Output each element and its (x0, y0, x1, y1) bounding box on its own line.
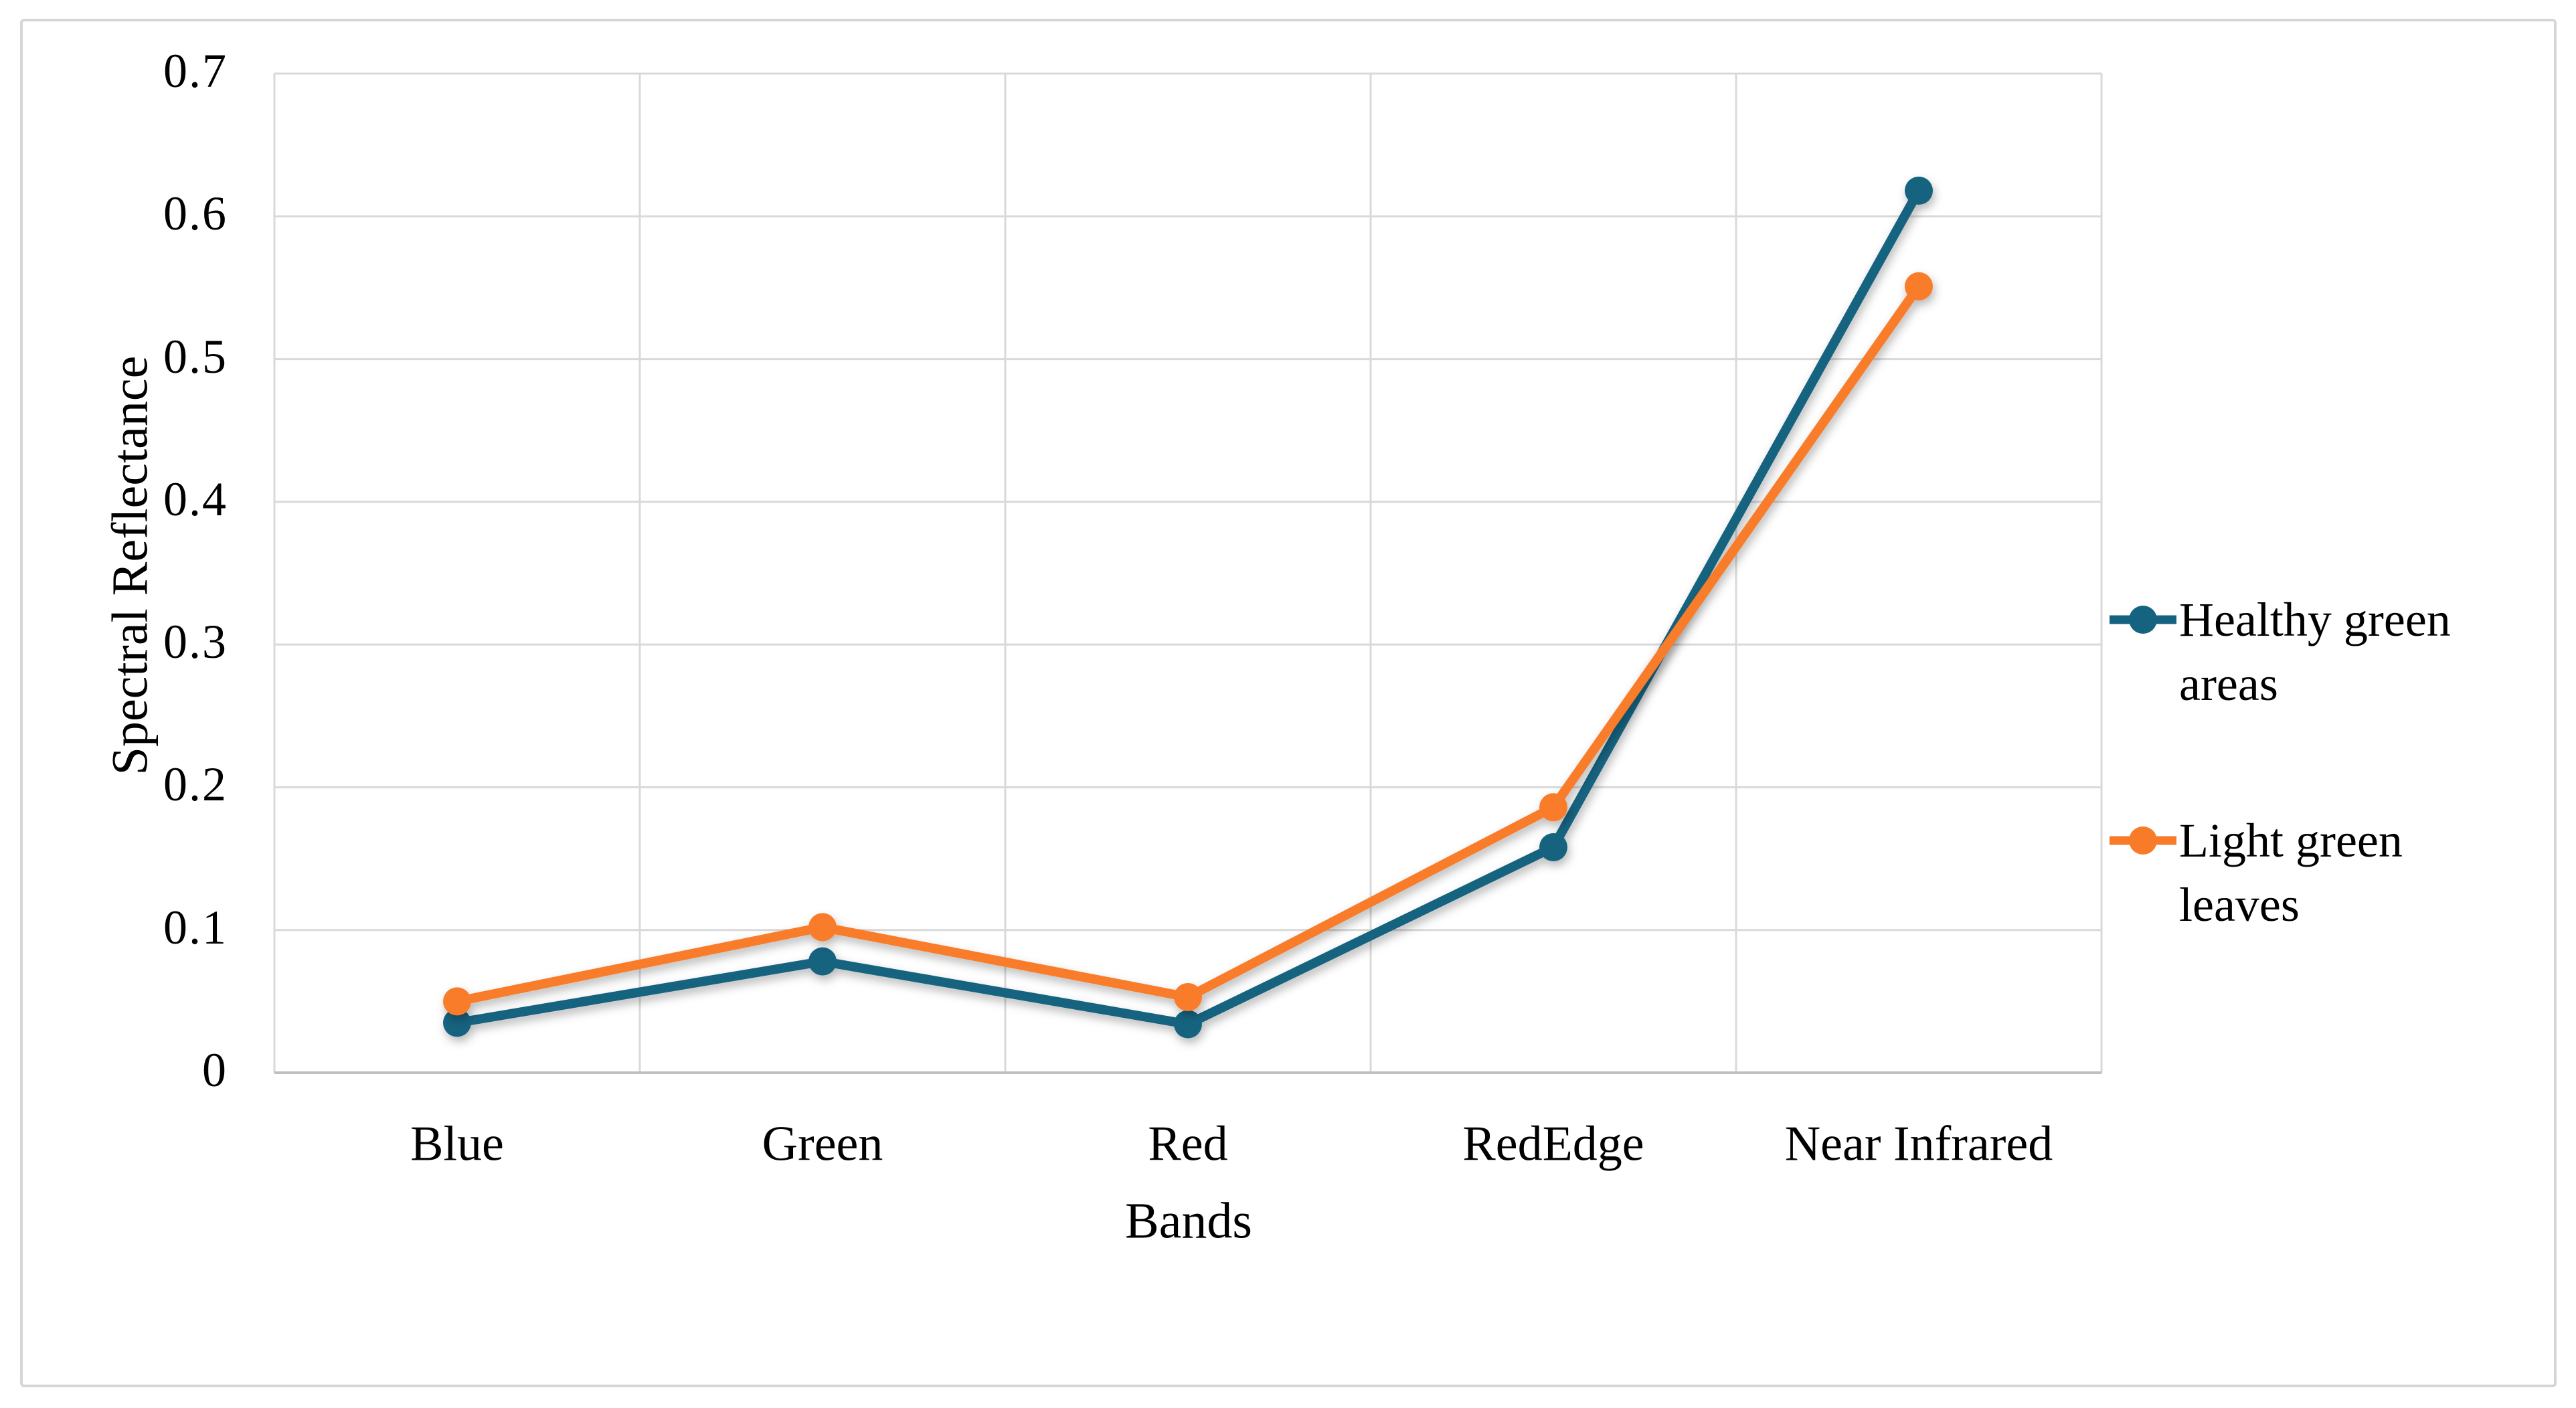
x-category-label: Blue (410, 1116, 504, 1172)
x-category-label: Green (762, 1116, 883, 1172)
series-light-green-leaves (443, 272, 1933, 1016)
legend-label: Healthy green areas (2179, 593, 2451, 711)
gridlines (273, 72, 2103, 1074)
data-point-marker (808, 913, 837, 942)
y-tick-label: 0.1 (163, 900, 228, 954)
x-axis-title: Bands (1125, 1193, 1252, 1249)
series-line (452, 185, 1923, 1029)
legend-circle (2129, 826, 2157, 855)
y-axis-title: Spectral Reflectance (102, 355, 159, 776)
data-point-marker (1539, 833, 1567, 862)
y-tick-label: 0.2 (163, 758, 228, 812)
data-point-marker (1905, 272, 1933, 300)
data-point-marker (808, 947, 837, 976)
x-category-label: Red (1148, 1116, 1228, 1172)
legend-line-marker-icon (2110, 606, 2176, 634)
data-point-marker (443, 1008, 471, 1037)
y-tick-label: 0.5 (163, 329, 228, 383)
data-point-marker (1539, 793, 1567, 822)
legend-label: Light green leaves (2179, 814, 2403, 932)
x-category-label: Near Infrared (1784, 1116, 2053, 1172)
data-point-marker (443, 987, 471, 1016)
x-category-label: RedEdge (1462, 1116, 1644, 1172)
y-tick-label: 0 (202, 1043, 228, 1097)
legend-circle (2129, 606, 2157, 634)
legend-entry: Light green leaves (2110, 808, 2487, 937)
series-healthy-green-areas (443, 176, 1933, 1039)
data-point-marker (1905, 176, 1933, 205)
y-tick-label: 0.6 (163, 187, 228, 241)
data-series-group (443, 176, 1933, 1039)
legend-line-marker-icon (2110, 826, 2176, 855)
data-point-marker (1174, 1010, 1202, 1039)
y-tick-label: 0.3 (163, 615, 228, 669)
legend-entry: Healthy green areas (2110, 588, 2487, 716)
y-tick-label: 0.4 (163, 472, 228, 527)
y-tick-label: 0.7 (163, 44, 228, 98)
data-point-marker (1174, 982, 1202, 1011)
